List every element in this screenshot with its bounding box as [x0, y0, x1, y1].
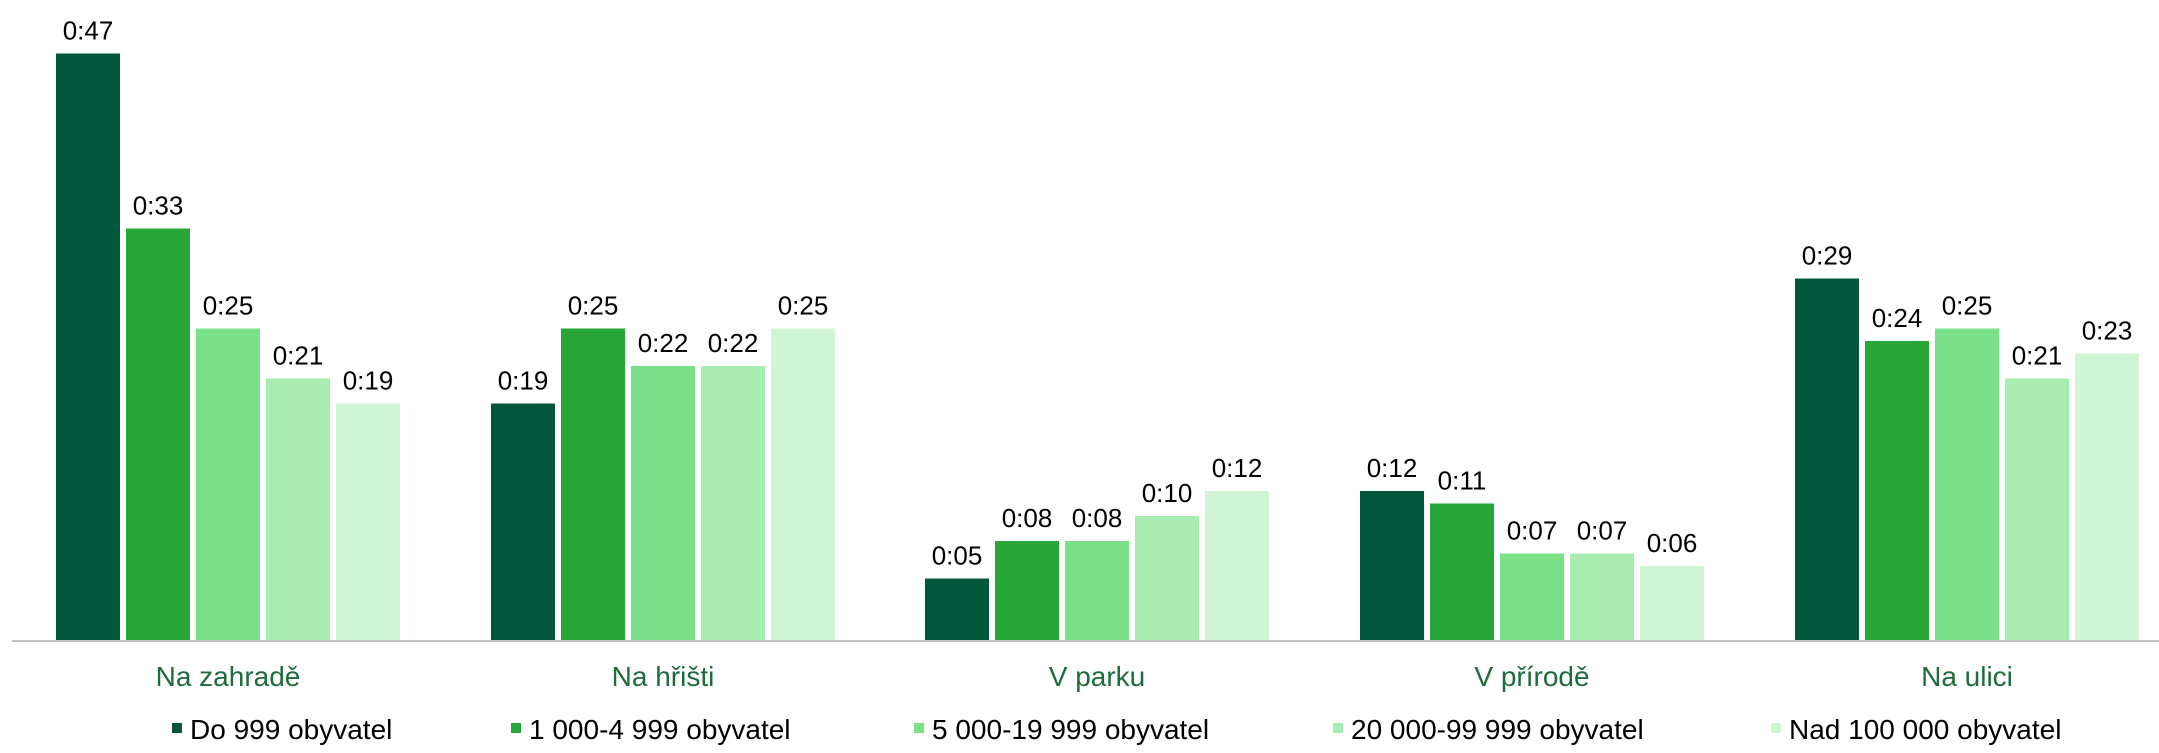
bar: [491, 403, 555, 641]
bar: [1795, 278, 1859, 641]
bar: [126, 228, 190, 641]
data-label: 0:22: [708, 328, 759, 358]
bar: [266, 378, 330, 641]
data-label: 0:25: [1942, 291, 1993, 321]
data-label: 0:12: [1367, 453, 1418, 483]
data-label: 0:25: [568, 291, 619, 321]
bar: [1360, 491, 1424, 641]
data-label: 0:08: [1002, 503, 1053, 533]
bar: [1640, 566, 1704, 641]
data-label: 0:33: [133, 191, 184, 221]
legend-swatch: [172, 723, 182, 733]
bar: [995, 541, 1059, 641]
bar: [1935, 328, 1999, 641]
data-label: 0:22: [638, 328, 689, 358]
bar: [1205, 491, 1269, 641]
data-label: 0:19: [498, 366, 549, 396]
legend-swatch: [1771, 723, 1781, 733]
bar: [56, 53, 120, 641]
data-label: 0:06: [1647, 528, 1698, 558]
data-label: 0:19: [343, 366, 394, 396]
data-label: 0:21: [2012, 341, 2063, 371]
legend-swatch: [511, 723, 521, 733]
bar: [631, 366, 695, 641]
data-label: 0:08: [1072, 503, 1123, 533]
value-labels-layer: 0:47 0:33 0:25 0:21 0:19 0:19 0:25 0:22 0:22 0:25…: [63, 16, 2133, 571]
legend-entry: 1 000-4 999 obyvatel: [529, 714, 791, 745]
category-tick-label: Na hřišti: [612, 661, 715, 692]
category-tick-label: Na ulici: [1921, 661, 2013, 692]
bar: [336, 403, 400, 641]
data-label: 0:10: [1142, 478, 1193, 508]
bars-layer: [56, 53, 2139, 641]
data-label: 0:07: [1577, 516, 1628, 546]
bar: [1865, 341, 1929, 641]
data-label: 0:05: [932, 541, 983, 571]
data-label: 0:25: [778, 291, 829, 321]
bar: [701, 366, 765, 641]
data-label: 0:12: [1212, 453, 1263, 483]
category-tick-label: Na zahradě: [156, 661, 301, 692]
bar: [925, 578, 989, 641]
bar: [771, 328, 835, 641]
data-label: 0:07: [1507, 516, 1558, 546]
bar: [1500, 553, 1564, 641]
legend-entry: Nad 100 000 obyvatel: [1789, 714, 2061, 745]
data-label: 0:21: [273, 341, 324, 371]
bar: [196, 328, 260, 641]
data-label: 0:23: [2082, 316, 2133, 346]
data-label: 0:25: [203, 291, 254, 321]
data-label: 0:24: [1872, 303, 1923, 333]
category-labels-layer: Na zahradě Na hřišti V parku V přírodě Na ul…: [156, 661, 2013, 692]
bar: [1065, 541, 1129, 641]
bar: [1570, 553, 1634, 641]
data-label: 0:11: [1438, 466, 1487, 496]
bar: [561, 328, 625, 641]
legend-swatch: [914, 723, 924, 733]
bar: [1135, 516, 1199, 641]
bar: [2075, 353, 2139, 641]
bar: [2005, 378, 2069, 641]
legend: Do 999 obyvatel 1 000-4 999 obyvatel 5 000…: [172, 714, 2061, 745]
data-label: 0:47: [63, 16, 114, 46]
legend-entry: 20 000-99 999 obyvatel: [1351, 714, 1644, 745]
bar: [1430, 503, 1494, 641]
legend-entry: 5 000-19 999 obyvatel: [932, 714, 1209, 745]
legend-entry: Do 999 obyvatel: [190, 714, 392, 745]
legend-swatch: [1333, 723, 1343, 733]
data-label: 0:29: [1802, 241, 1853, 271]
category-tick-label: V parku: [1049, 661, 1146, 692]
category-tick-label: V přírodě: [1474, 661, 1589, 692]
